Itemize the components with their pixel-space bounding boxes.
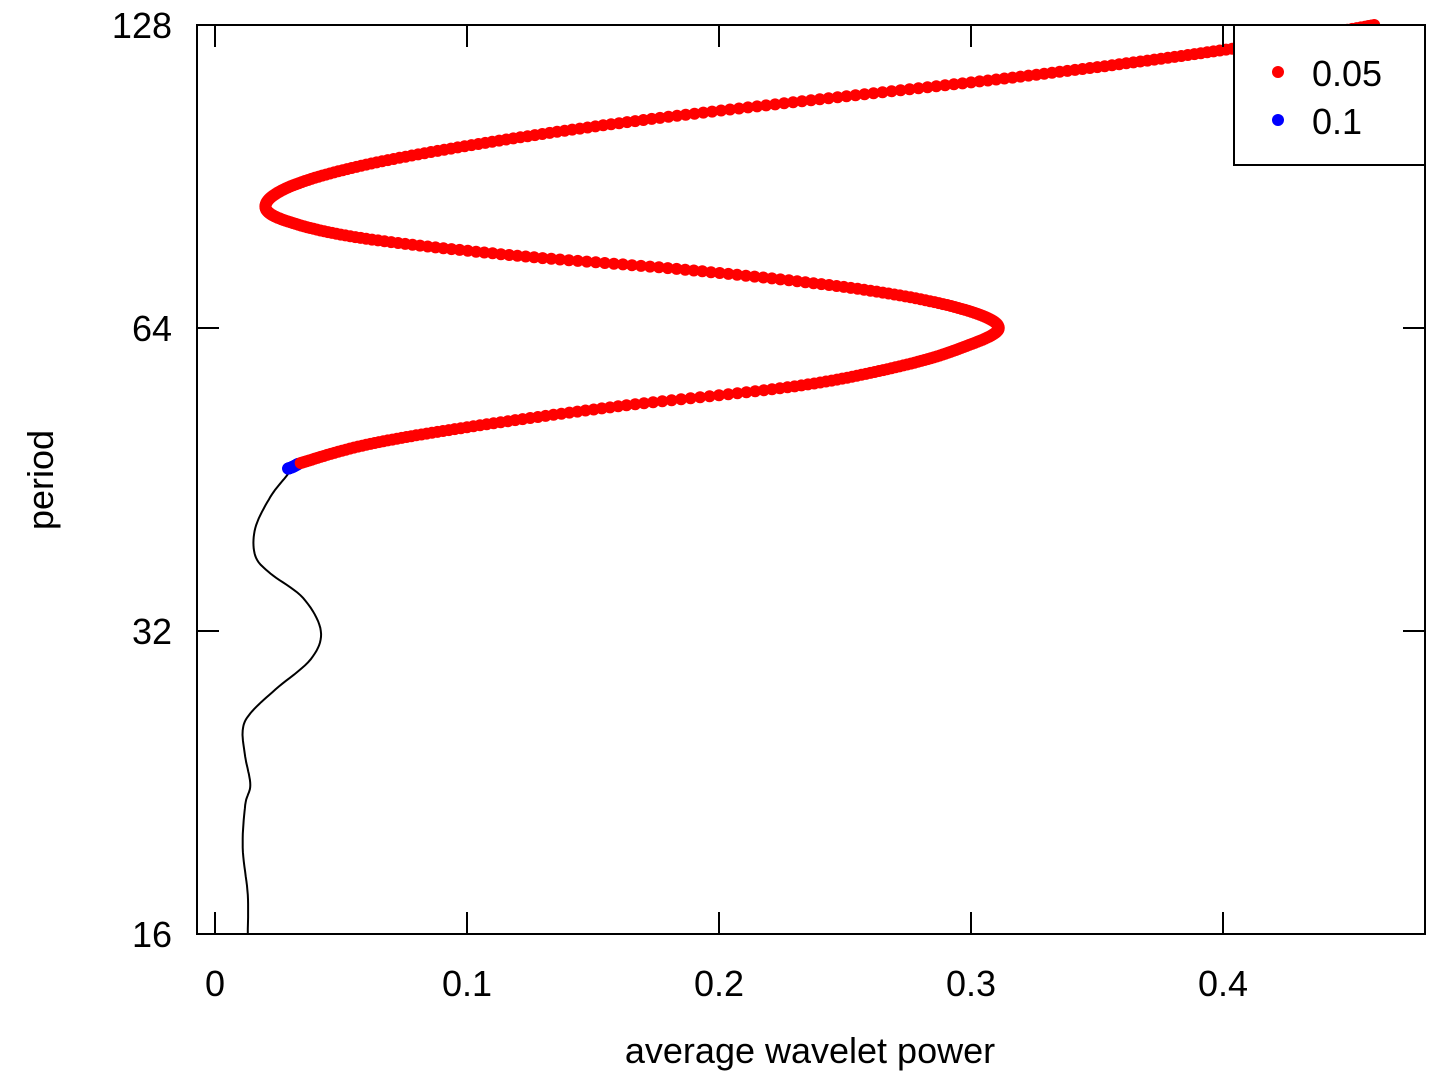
legend-marker <box>1272 114 1284 126</box>
series-point-0.05 <box>607 257 620 270</box>
y-axis: 16 32 64 128 <box>112 5 1425 955</box>
series-point-0.05 <box>731 387 744 400</box>
y-tick-label: 16 <box>132 914 172 955</box>
series-point-0.05 <box>778 97 791 110</box>
series-point-0.05 <box>616 258 629 271</box>
series-point-0.05 <box>697 106 710 119</box>
series-point-0.05 <box>688 107 701 120</box>
legend-label: 0.1 <box>1312 101 1362 142</box>
series-point-0.05 <box>912 82 925 95</box>
series-point-0.05 <box>670 262 683 275</box>
series-point-0.05 <box>626 259 638 272</box>
y-tick-label: 128 <box>112 5 172 46</box>
series-point-0.05 <box>554 253 566 266</box>
series-point-0.05 <box>694 391 707 404</box>
series-point-0.05 <box>849 89 862 102</box>
series-point-0.05 <box>757 271 770 284</box>
series-point-0.05 <box>885 85 898 98</box>
series-point-0.05 <box>805 94 817 107</box>
x-tick-label: 0.1 <box>442 963 492 1004</box>
series-point-0.05 <box>647 396 660 409</box>
series-point-0.05 <box>930 80 943 93</box>
series-point-0.05 <box>706 105 719 118</box>
plot-frame <box>196 24 1426 935</box>
legend: 0.05 0.1 <box>1233 24 1426 166</box>
legend-box <box>1233 24 1426 166</box>
x-tick-label: 0.4 <box>1198 963 1248 1004</box>
series-point-0.05 <box>687 264 700 277</box>
legend-label: 0.05 <box>1312 53 1382 94</box>
series-point-0.05 <box>620 399 633 412</box>
series-point-0.05 <box>665 394 678 407</box>
series-point-0.05 <box>684 392 697 405</box>
series-point-0.05 <box>760 99 773 112</box>
series-point-0.05 <box>644 260 656 273</box>
x-tick-label: 0 <box>205 963 225 1004</box>
series-line <box>241 467 323 934</box>
y-axis-title: period <box>20 430 61 530</box>
series-point-0.05 <box>679 108 692 121</box>
x-tick-label: 0.3 <box>946 963 996 1004</box>
series-point-0.05 <box>722 388 735 401</box>
series-point-0.05 <box>675 393 688 406</box>
series-point-0.05 <box>751 100 764 113</box>
series-point-0.05 <box>903 83 916 96</box>
series-point-0.05 <box>831 91 844 104</box>
plot-lines <box>241 467 323 934</box>
series-point-0.05 <box>571 254 584 267</box>
series-point-0.05 <box>705 266 717 279</box>
series-point-0.05 <box>652 261 665 274</box>
x-axis: 0 0.1 0.2 0.3 0.4 <box>205 25 1248 1004</box>
series-point-0.05 <box>635 259 647 272</box>
y-tick-label: 64 <box>132 308 172 349</box>
series-point-0.05 <box>740 386 753 399</box>
series-point-0.05 <box>661 262 674 275</box>
series-point-0.05 <box>722 267 735 280</box>
series-point-0.05 <box>858 88 871 101</box>
series-point-0.05 <box>748 270 761 283</box>
series-point-0.05 <box>715 104 728 117</box>
series-point-0.05 <box>787 96 800 109</box>
series-point-0.05 <box>679 263 692 276</box>
x-tick-label: 0.2 <box>694 963 744 1004</box>
series-point-0.05 <box>742 101 754 114</box>
series-point-0.05 <box>713 267 726 279</box>
series-point-0.05 <box>822 92 835 105</box>
series-point-0.05 <box>739 269 752 282</box>
series-point-0.05 <box>813 93 826 106</box>
legend-marker <box>1272 66 1284 78</box>
series-point-0.05 <box>545 252 558 265</box>
series-point-0.05 <box>656 395 669 408</box>
x-axis-title: average wavelet power <box>625 1030 995 1071</box>
series-point-0.05 <box>638 397 650 410</box>
series-point-0.05 <box>867 87 880 100</box>
series-point-0.05 <box>840 90 853 103</box>
series-point-0.05 <box>769 98 782 111</box>
y-tick-label: 32 <box>132 611 172 652</box>
series-point-0.05 <box>713 389 725 402</box>
series-point-0.05 <box>562 254 575 267</box>
series-point-0.05 <box>589 256 602 269</box>
series-point-0.05 <box>598 257 611 269</box>
series-point-0.05 <box>894 84 907 97</box>
series-point-0.05 <box>703 390 716 403</box>
plot-points <box>259 19 1381 475</box>
series-point-0.05 <box>733 102 745 115</box>
series-point-0.05 <box>876 86 889 99</box>
series-point-0.05 <box>629 398 642 411</box>
series-point-0.05 <box>580 255 593 268</box>
series-point-0.05 <box>731 268 744 281</box>
series-point-0.05 <box>796 95 808 108</box>
series-point-0.05 <box>724 103 736 116</box>
series-point-0.05 <box>921 81 934 94</box>
series-point-0.05 <box>939 79 952 92</box>
